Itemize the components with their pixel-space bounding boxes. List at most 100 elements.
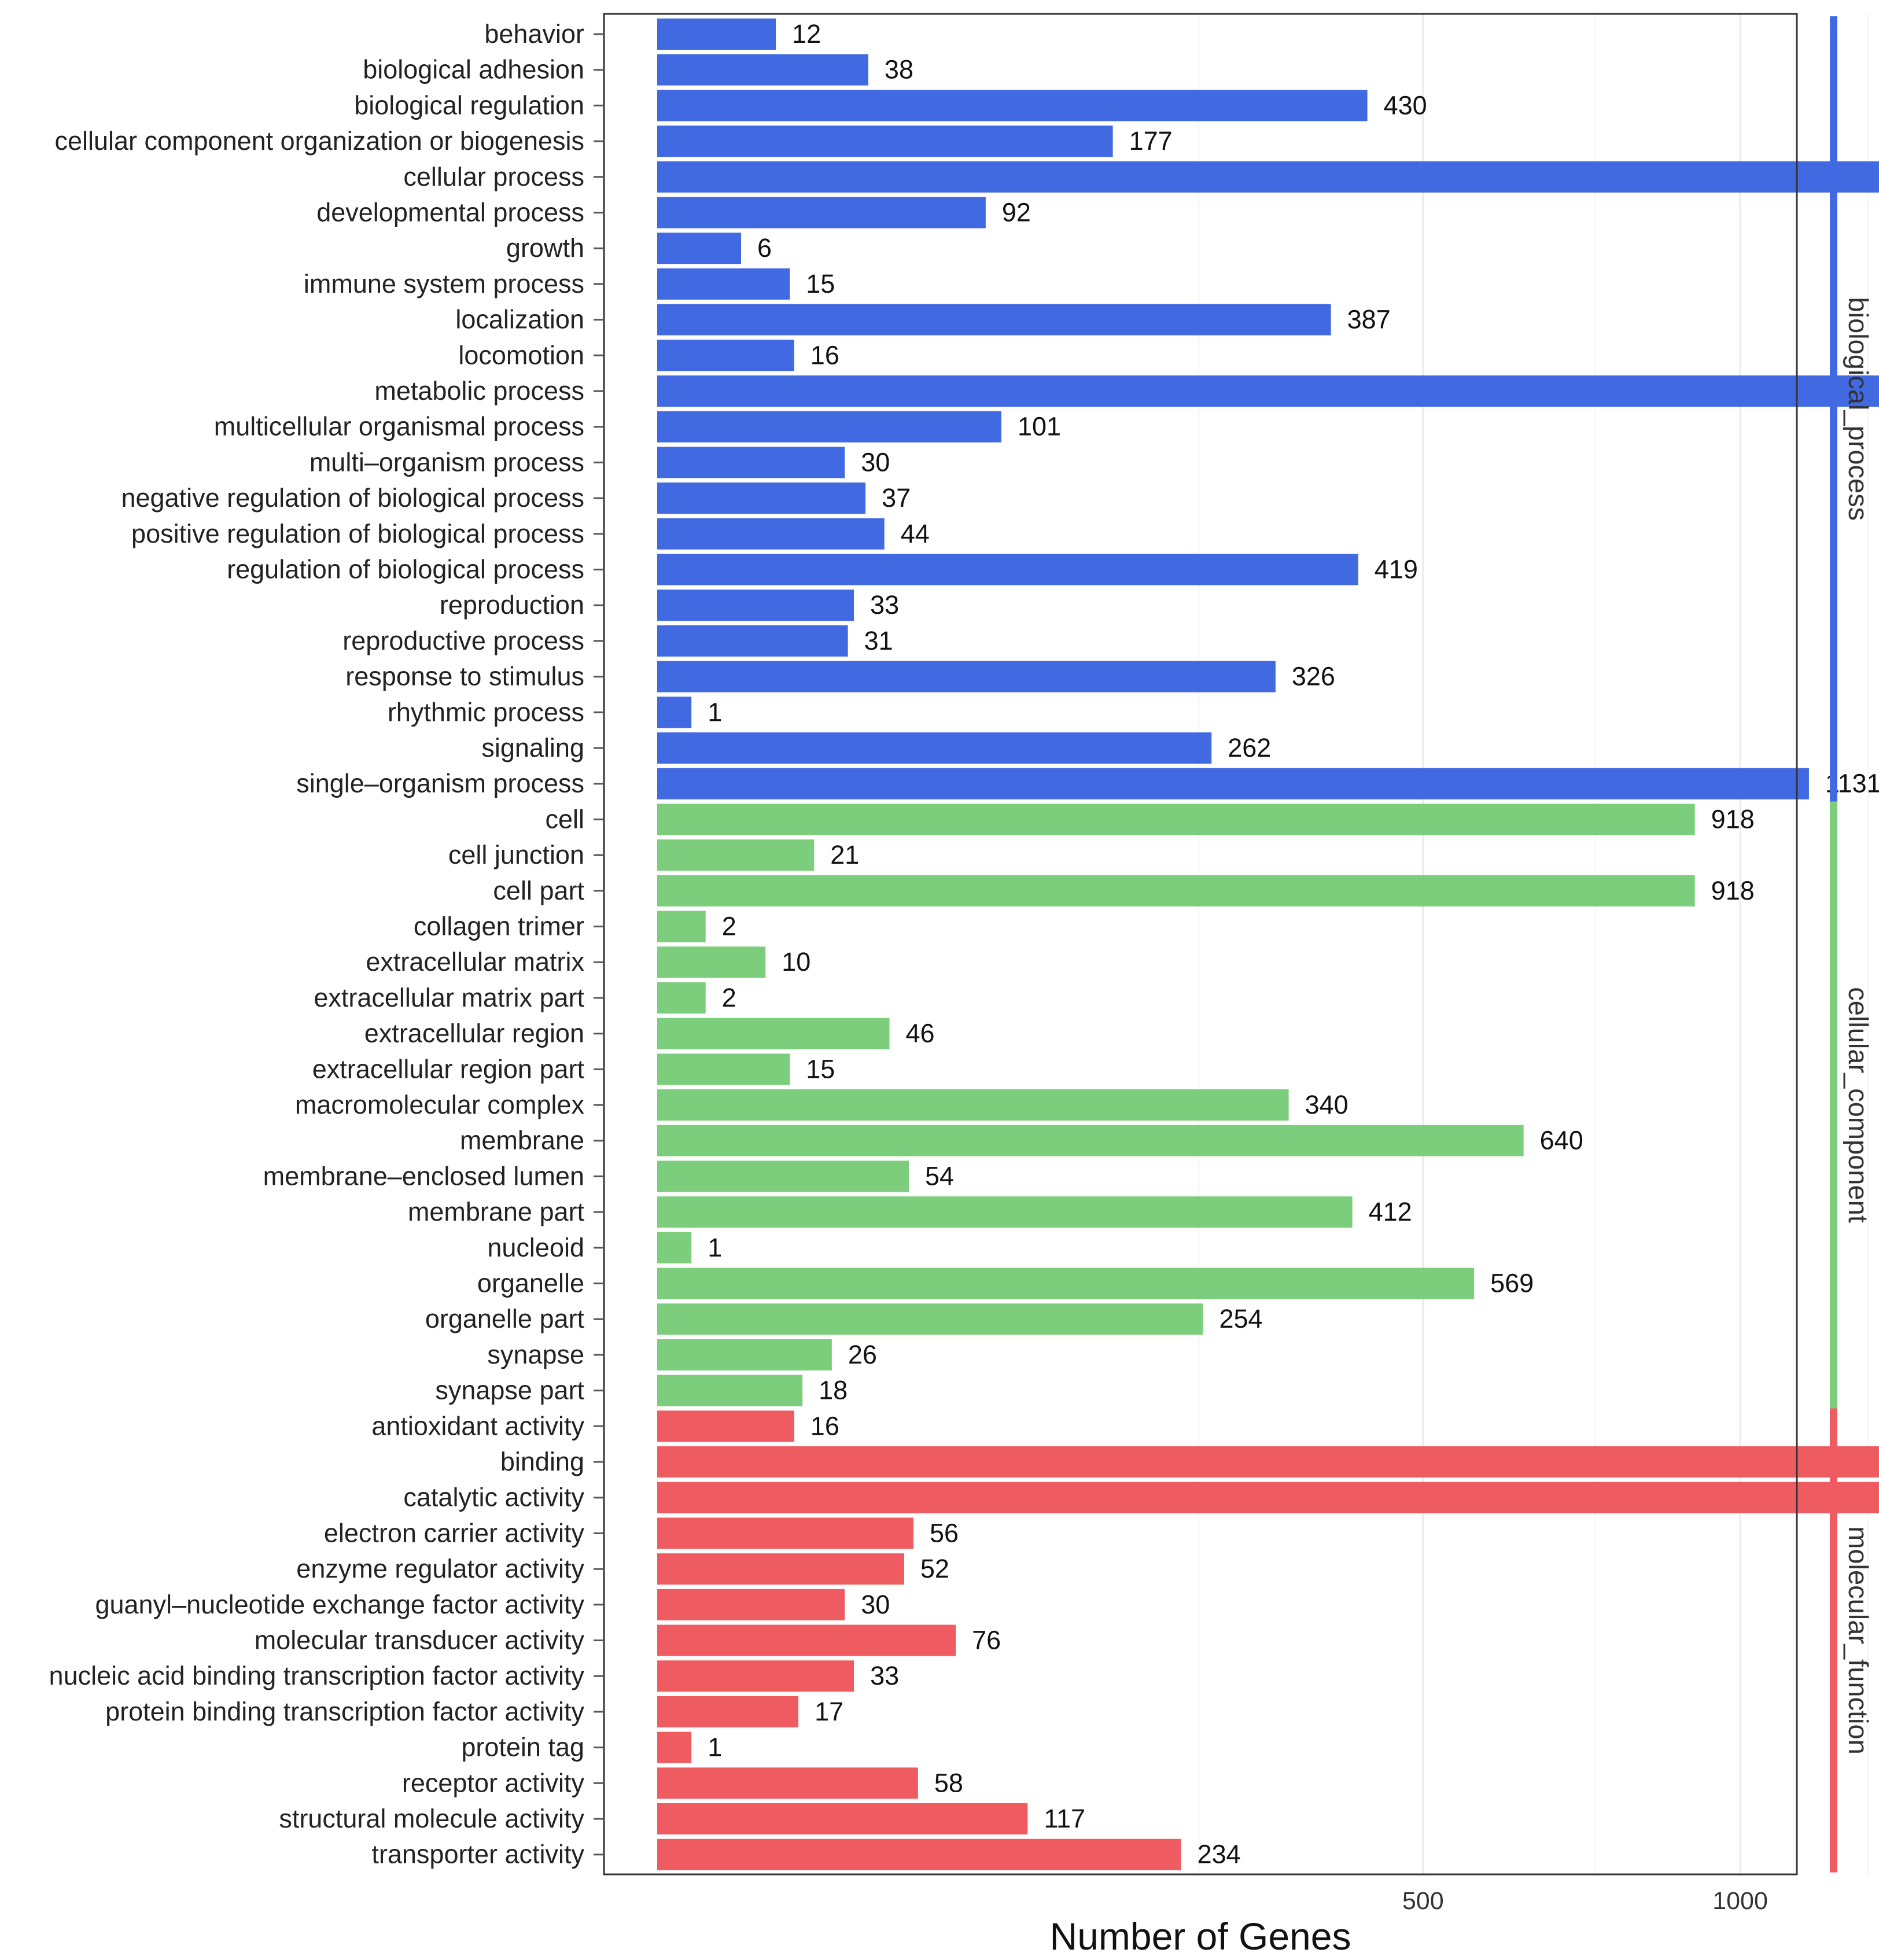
value-label: 33: [870, 590, 899, 620]
value-label: 2: [722, 912, 736, 941]
value-label: 44: [901, 519, 930, 548]
bar: [657, 875, 1695, 907]
bar: [657, 1410, 794, 1442]
category-label: macromolecular complex: [295, 1090, 585, 1119]
bar: [657, 233, 742, 264]
value-labels: 1238430177150692615387161480101303744419…: [708, 19, 1879, 1869]
bar: [657, 768, 1809, 800]
grid-lines: [1198, 14, 1869, 1874]
bar: [657, 1232, 692, 1263]
value-label: 1: [708, 697, 722, 727]
bar: [657, 1553, 904, 1585]
category-label: extracellular region: [364, 1019, 584, 1048]
category-label: catalytic activity: [403, 1483, 584, 1512]
value-label: 38: [885, 55, 913, 84]
bar: [657, 1839, 1181, 1870]
bar: [657, 54, 868, 86]
category-label: cellular component organization or bioge…: [54, 126, 584, 156]
value-label: 117: [1044, 1804, 1085, 1833]
group-strips: biological_process cellular_componentmole…: [1830, 16, 1874, 1873]
value-label: 30: [861, 447, 890, 477]
bars: [657, 19, 1879, 1870]
category-label: membrane: [460, 1126, 584, 1155]
value-label: 52: [920, 1554, 949, 1583]
bar: [657, 411, 1001, 443]
bar: [657, 126, 1113, 157]
bar: [657, 1089, 1289, 1121]
category-label: protein binding transcription factor act…: [105, 1697, 584, 1726]
category-label: behavior: [484, 19, 584, 49]
category-label: multi–organism process: [310, 447, 584, 477]
x-tick-label: 500: [1402, 1887, 1444, 1915]
value-label: 640: [1540, 1126, 1583, 1155]
value-label: 254: [1219, 1304, 1262, 1333]
category-label: metabolic process: [374, 376, 584, 406]
value-label: 15: [806, 1054, 835, 1084]
value-label: 56: [930, 1518, 959, 1548]
bar: [657, 1482, 1879, 1513]
value-label: 1: [708, 1233, 722, 1262]
bar: [657, 1375, 803, 1406]
plot-frame: [603, 13, 1798, 1876]
category-label: regulation of biological process: [227, 555, 584, 584]
category-label: rhythmic process: [388, 697, 584, 727]
category-label: electron carrier activity: [324, 1518, 585, 1548]
bar: [657, 447, 845, 478]
bar: [657, 19, 776, 50]
value-label: 1: [708, 1733, 722, 1762]
value-label: 412: [1369, 1197, 1412, 1226]
category-label: signaling: [481, 733, 584, 762]
category-label: organelle part: [425, 1304, 585, 1333]
x-axis-ticks: 500100015002000: [594, 33, 1768, 1915]
value-label: 46: [906, 1019, 935, 1048]
category-label: cellular process: [403, 162, 584, 191]
bar: [657, 161, 1879, 193]
group-strip: [1830, 1408, 1837, 1873]
value-label: 37: [882, 483, 911, 513]
bar: [657, 1624, 956, 1656]
category-label: extracellular region part: [312, 1054, 585, 1084]
bar: [657, 1018, 890, 1049]
category-label: cell junction: [448, 840, 584, 870]
bar: [657, 518, 885, 550]
value-label: 12: [792, 19, 821, 49]
bar: [657, 1268, 1475, 1299]
bar: [657, 804, 1695, 835]
bar: [657, 1767, 918, 1799]
category-label: nucleoid: [487, 1233, 584, 1262]
category-label: receptor activity: [402, 1768, 585, 1797]
bar: [657, 1517, 914, 1549]
value-label: 101: [1018, 412, 1061, 441]
value-label: 6: [757, 233, 772, 263]
category-label: transporter activity: [371, 1840, 584, 1869]
bar: [657, 590, 854, 621]
bar: [657, 839, 815, 871]
category-label: membrane part: [408, 1197, 585, 1226]
category-label: organelle: [477, 1269, 584, 1298]
bar: [657, 697, 692, 728]
bar: [657, 1053, 790, 1085]
value-label: 76: [972, 1626, 1001, 1655]
bar: [657, 1731, 692, 1763]
bar: [657, 1446, 1879, 1478]
bar: [657, 946, 766, 978]
bar: [657, 1803, 1028, 1834]
value-label: 569: [1490, 1269, 1534, 1298]
category-label: cell: [545, 804, 584, 834]
category-label: biological adhesion: [363, 55, 584, 84]
value-label: 234: [1198, 1840, 1241, 1869]
group-strip-label: cellular_component: [1843, 987, 1874, 1223]
category-label: synapse part: [435, 1376, 584, 1405]
value-label: 387: [1347, 305, 1391, 334]
value-label: 430: [1384, 90, 1427, 120]
bar: [657, 482, 866, 514]
value-label: 2: [722, 983, 736, 1012]
category-label: developmental process: [316, 198, 584, 227]
value-label: 918: [1711, 804, 1755, 834]
bar: [657, 375, 1879, 407]
value-label: 16: [810, 340, 839, 370]
bar: [657, 1303, 1203, 1335]
value-label: 10: [782, 947, 810, 977]
bar: [657, 982, 706, 1014]
